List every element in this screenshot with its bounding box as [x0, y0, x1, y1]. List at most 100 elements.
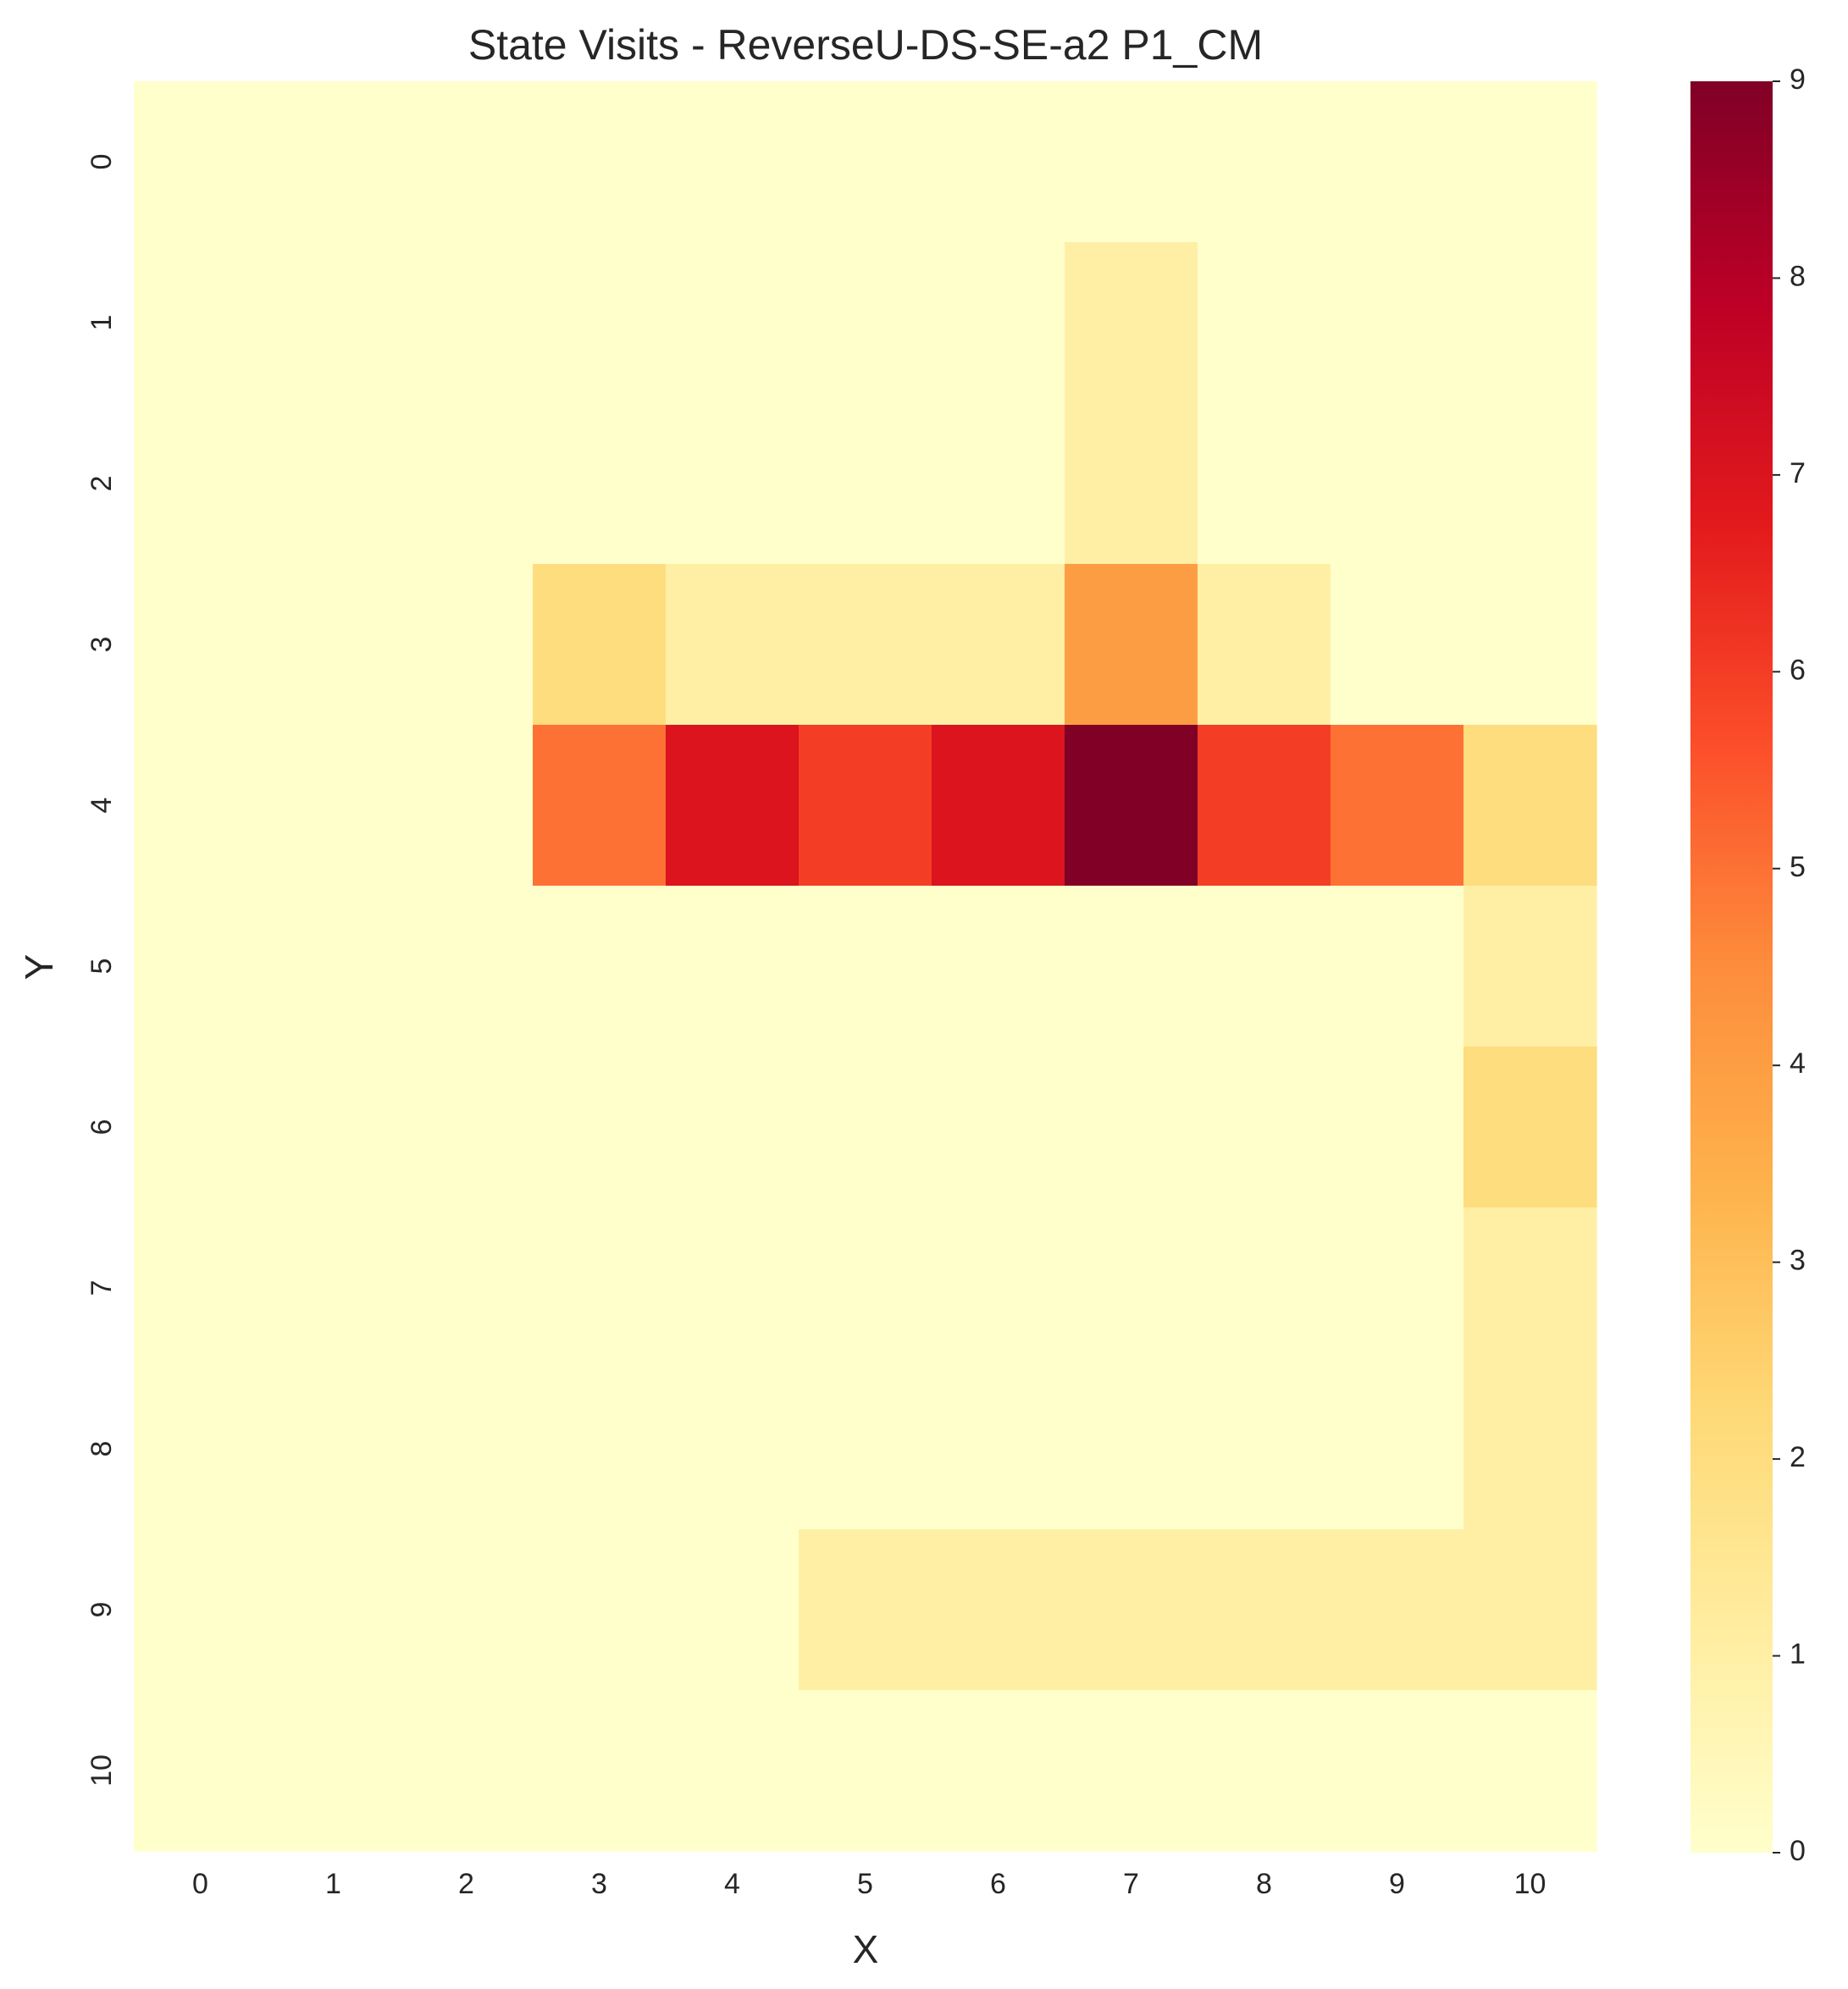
heatmap-cell-y1-x4	[666, 242, 800, 404]
heatmap-cell-y5-x9	[1331, 886, 1464, 1047]
heatmap-cell-y6-x0	[134, 1047, 268, 1208]
heatmap-cell-y2-x4	[666, 403, 800, 565]
heatmap-cell-y7-x7	[1065, 1207, 1198, 1369]
heatmap-cell-y4-x8	[1198, 725, 1331, 887]
heatmap-cell-y6-x5	[799, 1047, 932, 1208]
heatmap-cell-y7-x9	[1331, 1207, 1464, 1369]
heatmap-cell-y3-x2	[400, 564, 534, 726]
x-axis-ticks: 0 1 2 3 4 5 6 7 8 9 10	[192, 1868, 1546, 1900]
colorbar-tick-label: 0	[1790, 1835, 1806, 1867]
heatmap-cell-y9-x5	[799, 1529, 932, 1691]
x-tick-label: 1	[325, 1868, 341, 1900]
y-tick-label: 7	[86, 1280, 118, 1296]
heatmap-cell-y9-x3	[533, 1529, 667, 1691]
heatmap-cell-y6-x9	[1331, 1047, 1464, 1208]
heatmap-cell-y1-x0	[134, 242, 268, 404]
heatmap-cell-y3-x4	[666, 564, 800, 726]
heatmap-cell-y5-x4	[666, 886, 800, 1047]
heatmap-cell-y9-x4	[666, 1529, 800, 1691]
x-tick-label: 0	[192, 1868, 208, 1900]
heatmap-cell-y0-x8	[1198, 81, 1331, 243]
y-tick-label: 0	[86, 154, 118, 170]
heatmap-cell-y3-x8	[1198, 564, 1331, 726]
heatmap-cell-y1-x8	[1198, 242, 1331, 404]
x-tick-label: 2	[458, 1868, 474, 1900]
heatmap-cell-y8-x8	[1198, 1368, 1331, 1530]
heatmap-cell-y4-x1	[267, 725, 401, 887]
heatmap-cell-y5-x8	[1198, 886, 1331, 1047]
heatmap-cell-y4-x2	[400, 725, 534, 887]
y-tick-label: 9	[86, 1602, 118, 1618]
heatmap-cell-y7-x0	[134, 1207, 268, 1369]
heatmap-cell-y6-x7	[1065, 1047, 1198, 1208]
heatmap-cell-y5-x2	[400, 886, 534, 1047]
heatmap-cell-y3-x6	[932, 564, 1065, 726]
heatmap-cell-y8-x0	[134, 1368, 268, 1530]
y-tick-label: 1	[86, 315, 118, 331]
colorbar-tick-label: 4	[1790, 1047, 1806, 1080]
heatmap-cell-y1-x2	[400, 242, 534, 404]
heatmap-cell-y2-x10	[1463, 403, 1597, 565]
heatmap-cell-y0-x6	[932, 81, 1065, 243]
heatmap-cell-y8-x5	[799, 1368, 932, 1530]
x-tick-label: 7	[1123, 1868, 1139, 1900]
heatmap-cell-y8-x7	[1065, 1368, 1198, 1530]
y-tick-label: 8	[86, 1441, 118, 1457]
heatmap-cell-y5-x3	[533, 886, 667, 1047]
heatmap-cell-y9-x2	[400, 1529, 534, 1691]
x-axis-label: X	[853, 1927, 879, 1971]
heatmap-cell-y5-x0	[134, 886, 268, 1047]
x-tick-label: 4	[724, 1868, 740, 1900]
heatmap-cell-y2-x5	[799, 403, 932, 565]
heatmap-cells	[134, 81, 1597, 1852]
heatmap-cell-y10-x1	[267, 1690, 401, 1852]
colorbar-tick-label: 9	[1790, 64, 1806, 96]
y-tick-label: 4	[86, 798, 118, 814]
heatmap-cell-y2-x2	[400, 403, 534, 565]
x-tick-label: 10	[1514, 1868, 1546, 1900]
colorbar-tick-label: 7	[1790, 457, 1806, 489]
heatmap-cell-y0-x10	[1463, 81, 1597, 243]
heatmap-cell-y5-x10	[1463, 886, 1597, 1047]
x-tick-label: 8	[1256, 1868, 1272, 1900]
y-tick-label: 2	[86, 476, 118, 492]
heatmap-cell-y7-x6	[932, 1207, 1065, 1369]
colorbar-tick-label: 2	[1790, 1441, 1806, 1473]
heatmap-cell-y0-x7	[1065, 81, 1198, 243]
y-axis-label: Y	[17, 954, 61, 981]
heatmap-cell-y3-x0	[134, 564, 268, 726]
heatmap-cell-y9-x7	[1065, 1529, 1198, 1691]
y-tick-label: 10	[86, 1754, 118, 1787]
heatmap-cell-y10-x10	[1463, 1690, 1597, 1852]
x-tick-label: 3	[591, 1868, 607, 1900]
heatmap-cell-y5-x5	[799, 886, 932, 1047]
heatmap-cell-y4-x6	[932, 725, 1065, 887]
heatmap-cell-y4-x0	[134, 725, 268, 887]
heatmap-cell-y4-x5	[799, 725, 932, 887]
x-tick-label: 6	[990, 1868, 1006, 1900]
heatmap-cell-y2-x1	[267, 403, 401, 565]
y-tick-label: 5	[86, 959, 118, 975]
colorbar-tick-label: 3	[1790, 1245, 1806, 1277]
heatmap-cell-y10-x5	[799, 1690, 932, 1852]
heatmap-cell-y4-x9	[1331, 725, 1464, 887]
x-tick-label: 5	[857, 1868, 873, 1900]
heatmap-cell-y7-x1	[267, 1207, 401, 1369]
heatmap-cell-y3-x3	[533, 564, 667, 726]
heatmap-cell-y6-x4	[666, 1047, 800, 1208]
heatmap-cell-y2-x0	[134, 403, 268, 565]
heatmap-cell-y1-x5	[799, 242, 932, 404]
heatmap-cell-y10-x7	[1065, 1690, 1198, 1852]
heatmap-cell-y4-x3	[533, 725, 667, 887]
heatmap-cell-y0-x3	[533, 81, 667, 243]
y-axis-ticks: 0 1 2 3 4 5 6 7 8 9 10	[86, 154, 118, 1787]
heatmap-cell-y8-x2	[400, 1368, 534, 1530]
heatmap-cell-y7-x8	[1198, 1207, 1331, 1369]
heatmap-cell-y6-x10	[1463, 1047, 1597, 1208]
y-tick-label: 6	[86, 1119, 118, 1135]
heatmap-cell-y10-x6	[932, 1690, 1065, 1852]
heatmap-cell-y3-x1	[267, 564, 401, 726]
heatmap-cell-y3-x7	[1065, 564, 1198, 726]
heatmap-cell-y0-x4	[666, 81, 800, 243]
